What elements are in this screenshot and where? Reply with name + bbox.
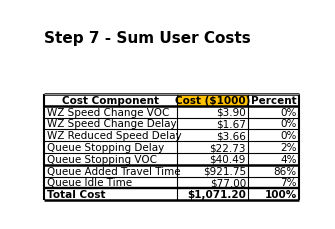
Text: $77.00: $77.00 [210,178,246,188]
Bar [248,95,299,106]
Text: 4%: 4% [280,154,297,164]
Text: Cost Component: Cost Component [62,95,159,105]
Bar [177,153,248,165]
Bar [248,165,299,177]
Bar [177,130,248,142]
Text: $1.67: $1.67 [216,119,246,129]
Text: Queue Stopping Delay: Queue Stopping Delay [47,142,164,152]
Bar [177,177,248,188]
Bar [248,142,299,153]
Text: $40.49: $40.49 [210,154,246,164]
Bar [45,165,177,177]
Text: 7%: 7% [280,178,297,188]
Text: 86%: 86% [274,166,297,176]
Text: WZ Reduced Speed Delay: WZ Reduced Speed Delay [47,131,181,141]
Text: $921.75: $921.75 [203,166,246,176]
Bar [45,188,177,200]
Bar [45,142,177,153]
Text: 2%: 2% [280,142,297,152]
Text: $22.73: $22.73 [209,142,246,152]
Text: WZ Speed Change VOC: WZ Speed Change VOC [47,107,169,117]
Bar [45,177,177,188]
Text: Queue Stopping VOC: Queue Stopping VOC [47,154,156,164]
Bar [248,106,299,118]
Bar [45,118,177,130]
Bar [248,188,299,200]
Text: Step 7 - Sum User Costs: Step 7 - Sum User Costs [45,31,251,46]
Text: $3.66: $3.66 [216,131,246,141]
Text: Queue Idle Time: Queue Idle Time [47,178,132,188]
Text: 100%: 100% [265,189,297,199]
Bar [248,177,299,188]
Text: $1,071.20: $1,071.20 [187,189,246,199]
Text: WZ Speed Change Delay: WZ Speed Change Delay [47,119,176,129]
Text: Percent: Percent [251,95,296,105]
Bar [177,95,248,106]
Text: 0%: 0% [280,131,297,141]
Bar [177,142,248,153]
Bar [45,130,177,142]
Bar [45,106,177,118]
Text: 0%: 0% [280,107,297,117]
Text: Queue Added Travel Time: Queue Added Travel Time [47,166,180,176]
Bar [177,188,248,200]
Bar [177,118,248,130]
Text: Cost ($1000): Cost ($1000) [175,95,250,105]
Bar [45,153,177,165]
Bar [248,153,299,165]
Text: Total Cost: Total Cost [47,189,105,199]
Bar [177,165,248,177]
Text: $3.90: $3.90 [216,107,246,117]
Bar [248,118,299,130]
Bar [45,95,177,106]
Bar [248,130,299,142]
Bar [177,106,248,118]
Text: 0%: 0% [280,119,297,129]
